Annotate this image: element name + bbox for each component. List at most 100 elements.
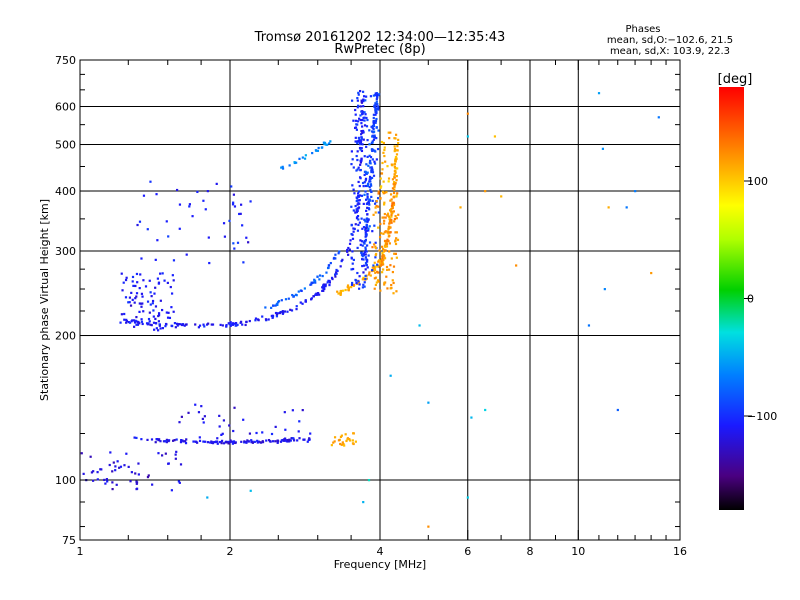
data-point (380, 172, 383, 175)
data-point (286, 439, 290, 442)
data-point (374, 113, 377, 116)
data-point (393, 176, 396, 179)
data-point (127, 321, 130, 324)
data-point (363, 173, 366, 177)
data-point (360, 130, 363, 133)
data-point (377, 129, 380, 132)
data-point (393, 185, 396, 188)
data-point (362, 258, 365, 261)
data-point (194, 440, 197, 443)
data-point (372, 94, 375, 97)
data-point (238, 212, 241, 216)
data-point (390, 204, 394, 207)
data-point (315, 149, 318, 152)
data-point (366, 266, 369, 269)
data-point (383, 212, 386, 216)
data-point (374, 102, 377, 105)
data-point (354, 140, 357, 143)
data-point (232, 429, 235, 433)
data-point (379, 177, 382, 180)
data-point (371, 158, 374, 161)
data-point (153, 328, 156, 331)
data-point (376, 263, 379, 266)
data-point (125, 452, 128, 455)
data-point (393, 147, 397, 151)
data-point (372, 122, 375, 125)
data-point (396, 238, 400, 241)
data-point (368, 143, 371, 146)
data-point (376, 102, 379, 106)
data-point (280, 166, 283, 169)
data-point (355, 196, 359, 200)
data-point (367, 229, 370, 232)
data-point (184, 440, 187, 443)
data-point (358, 194, 362, 197)
data-point (216, 442, 219, 445)
data-point (365, 223, 368, 226)
data-point (339, 292, 342, 295)
data-point (369, 183, 373, 186)
data-point (385, 265, 389, 269)
data-point (328, 281, 331, 284)
data-point (392, 203, 396, 206)
data-point (316, 275, 319, 278)
data-point (276, 441, 279, 444)
data-point (372, 121, 375, 124)
y-tick-label: 400 (55, 185, 76, 198)
data-point (115, 483, 118, 486)
data-point (179, 323, 182, 326)
data-point (346, 284, 350, 287)
data-point (377, 108, 380, 111)
data-point (288, 164, 291, 167)
data-point (389, 287, 392, 290)
data-point (215, 182, 218, 185)
data-point (381, 251, 384, 255)
data-point (357, 199, 360, 202)
data-point (396, 149, 399, 152)
data-point (125, 276, 128, 279)
y-tick-label: 600 (55, 101, 76, 114)
data-point (350, 163, 353, 166)
data-point (169, 285, 172, 289)
data-point (388, 216, 391, 220)
data-point (350, 224, 353, 227)
data-point (356, 214, 360, 218)
data-point (151, 302, 154, 305)
data-point (351, 439, 354, 442)
data-point (361, 227, 364, 230)
data-point (365, 233, 368, 236)
data-point (331, 277, 334, 281)
data-point (337, 292, 340, 295)
data-point (160, 454, 164, 457)
data-point (390, 163, 393, 166)
data-point (261, 441, 265, 444)
data-point (218, 440, 222, 444)
data-point (299, 301, 302, 304)
data-point (342, 289, 345, 292)
data-point (390, 218, 393, 221)
data-point (103, 478, 106, 482)
data-point (389, 231, 392, 234)
data-point (268, 440, 272, 443)
data-point (250, 440, 253, 444)
data-point (361, 131, 364, 134)
data-point (339, 265, 342, 268)
data-point (373, 268, 377, 272)
data-point (386, 212, 390, 215)
data-point (111, 481, 114, 484)
data-point (377, 211, 380, 214)
data-point (175, 438, 178, 441)
data-point (375, 92, 379, 95)
data-point (390, 213, 393, 217)
data-point (174, 457, 177, 460)
data-point (484, 408, 487, 412)
data-point (355, 123, 358, 126)
data-point (291, 409, 294, 412)
data-point (352, 166, 355, 169)
data-point (466, 135, 469, 138)
y-axis-label: Stationary phase Virtual Height [km] (38, 199, 51, 401)
data-point (363, 250, 366, 254)
data-point (384, 216, 387, 219)
data-point (391, 279, 394, 282)
data-point (198, 436, 201, 439)
